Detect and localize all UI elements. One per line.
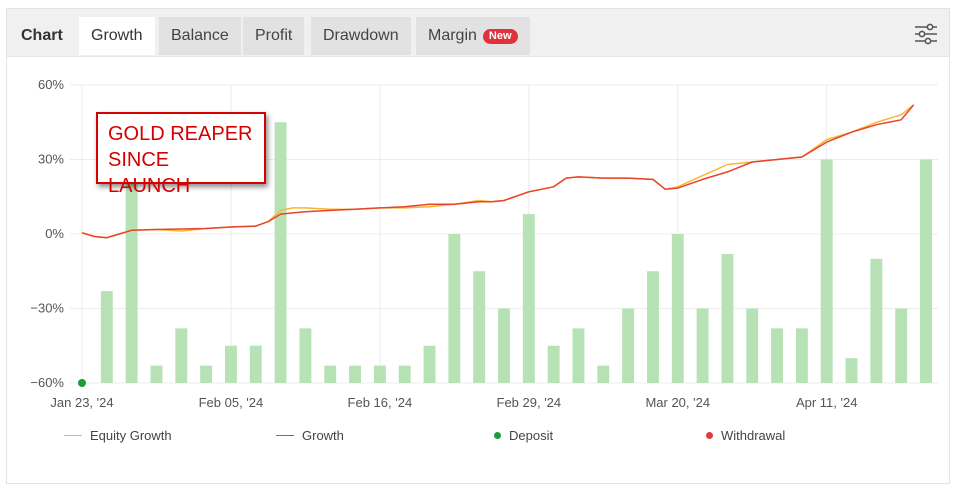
bar [746, 308, 759, 383]
bar [696, 308, 709, 383]
bar [820, 159, 833, 383]
chart-annotation: GOLD REAPER SINCE LAUNCH [96, 112, 266, 197]
tab-balance[interactable]: Balance [159, 17, 241, 55]
y-tick-label: −30% [30, 301, 64, 316]
lines [78, 104, 915, 387]
bar [622, 308, 635, 383]
bar [249, 345, 262, 383]
legend-equity-growth-swatch [64, 435, 82, 436]
bar [373, 365, 386, 383]
bar [349, 365, 362, 383]
x-tick-label: Feb 05, '24 [199, 395, 264, 410]
sliders-icon[interactable] [913, 21, 939, 47]
tab-profit-label: Profit [255, 27, 293, 44]
x-tick-label: Feb 16, '24 [348, 395, 413, 410]
annotation-line1: GOLD REAPER [108, 123, 253, 145]
legend-equity-growth-label: Equity Growth [90, 428, 172, 443]
x-tick-label: Jan 23, '24 [50, 395, 113, 410]
legend-deposit-dot [494, 432, 501, 439]
bar [423, 345, 436, 383]
x-tick-label: Feb 29, '24 [497, 395, 562, 410]
bar [224, 345, 237, 383]
legend-growth-swatch [276, 435, 294, 436]
bar [845, 358, 858, 383]
bar [175, 328, 188, 383]
y-tick-label: −60% [30, 375, 64, 390]
tab-balance-label: Balance [171, 27, 229, 44]
bars [100, 122, 932, 383]
bar [473, 271, 486, 383]
bar [547, 345, 560, 383]
axes: 60% 30% 0% −30% −60% Jan 23, '24 Feb 05, '24 Fe… [30, 77, 857, 410]
y-tick-label: 30% [38, 152, 64, 167]
y-tick-label: 60% [38, 77, 64, 92]
legend-deposit[interactable]: Deposit [494, 428, 553, 443]
legend-withdrawal-label: Withdrawal [721, 428, 786, 443]
legend-growth[interactable]: Growth [276, 428, 344, 443]
bar [795, 328, 808, 383]
bar [150, 365, 163, 383]
x-tick-label: Apr 11, '24 [796, 395, 858, 410]
bar [771, 328, 784, 383]
bar [522, 214, 535, 383]
tab-margin[interactable]: Margin New [416, 17, 530, 55]
chart-title: Chart [21, 27, 63, 44]
legend-equity-growth[interactable]: Equity Growth [64, 428, 172, 443]
bar [920, 159, 932, 383]
bar [572, 328, 585, 383]
bar [100, 291, 113, 383]
deposit-marker [78, 379, 86, 387]
legend-withdrawal-dot [706, 432, 713, 439]
bar [200, 365, 213, 383]
legend-deposit-label: Deposit [509, 428, 554, 443]
bar [870, 258, 883, 383]
bar [646, 271, 659, 383]
bar [597, 365, 610, 383]
bar [895, 308, 908, 383]
x-tick-label: Mar 20, '24 [645, 395, 710, 410]
y-tick-label: 0% [45, 226, 64, 241]
tab-drawdown-label: Drawdown [323, 27, 399, 44]
bar [324, 365, 337, 383]
bar [125, 171, 138, 383]
tab-drawdown[interactable]: Drawdown [311, 17, 411, 55]
growth-line [81, 104, 915, 239]
bar [274, 122, 287, 383]
tab-growth[interactable]: Growth [79, 17, 155, 55]
tab-profit[interactable]: Profit [243, 17, 305, 55]
bar [448, 234, 461, 383]
legend-withdrawal[interactable]: Withdrawal [706, 428, 785, 443]
tab-bar: Chart Growth Balance Profit Drawdown Mar… [7, 9, 949, 57]
tab-margin-label: Margin [428, 27, 477, 44]
bar [721, 253, 734, 383]
legend-growth-label: Growth [302, 428, 344, 443]
bar [498, 308, 510, 383]
tab-growth-label: Growth [91, 27, 143, 44]
bar [398, 365, 411, 383]
new-badge: New [482, 28, 518, 44]
bar [299, 328, 312, 383]
bar [671, 234, 684, 383]
annotation-line2: SINCE LAUNCH [108, 149, 191, 197]
chart-panel: Chart Growth Balance Profit Drawdown Mar… [6, 8, 950, 484]
